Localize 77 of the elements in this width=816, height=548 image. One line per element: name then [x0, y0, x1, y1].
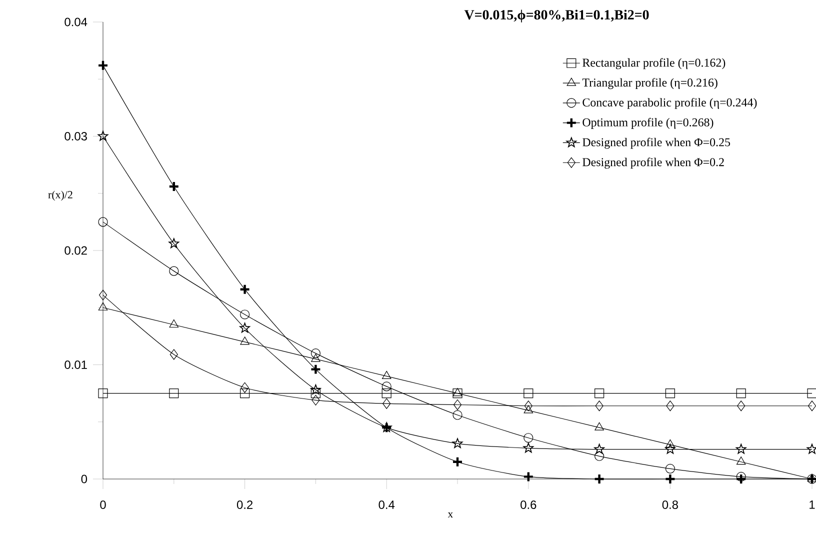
point	[312, 394, 320, 406]
point	[666, 439, 675, 448]
point	[665, 444, 676, 454]
point	[452, 438, 463, 448]
point	[98, 217, 108, 227]
point	[310, 384, 321, 394]
x-axis-title: x	[448, 512, 454, 518]
point	[452, 410, 462, 420]
point	[736, 456, 746, 465]
point	[169, 319, 179, 328]
point	[311, 354, 320, 362]
point	[736, 473, 747, 485]
legend-label: Optimum profile (η=0.268)	[582, 118, 714, 129]
point	[523, 442, 534, 453]
y-tick-label: 0	[81, 474, 88, 484]
legend-label: Rectangular profile (η=0.162)	[582, 58, 726, 70]
point	[382, 388, 392, 398]
legend-label: Designed profile when Φ=0.2	[582, 158, 724, 169]
x-tick-label: 1	[810, 500, 815, 509]
point	[595, 400, 604, 412]
point	[665, 464, 675, 474]
point	[310, 388, 320, 398]
y-tick-label: 0.03	[64, 132, 87, 140]
point	[594, 422, 604, 430]
point	[807, 474, 816, 482]
point	[594, 388, 604, 398]
point	[453, 399, 462, 410]
point	[169, 388, 179, 398]
point	[806, 444, 816, 454]
point	[169, 266, 179, 276]
point	[524, 388, 534, 398]
y-tick-label: 0.04	[64, 18, 88, 26]
point	[524, 400, 532, 412]
point	[382, 370, 392, 379]
point	[310, 364, 322, 375]
point	[736, 444, 746, 454]
point	[382, 398, 391, 409]
chart-title: V=0.015,ϕ=80%,Bi1=0.1,Bi2=0	[464, 10, 649, 22]
legend-label: Designed profile when Φ=0.25	[582, 138, 730, 149]
point	[168, 180, 180, 192]
point	[594, 444, 604, 454]
point	[382, 382, 392, 392]
point	[737, 400, 746, 412]
point	[310, 348, 320, 358]
point	[240, 322, 250, 333]
x-tick-label: 0.8	[662, 500, 678, 509]
point	[168, 238, 180, 248]
point	[98, 302, 108, 310]
point	[524, 433, 534, 443]
x-tick-label: 0.2	[236, 500, 253, 509]
point	[98, 290, 108, 300]
point	[808, 400, 816, 412]
y-axis-title: r(x)/2	[48, 190, 72, 201]
point	[664, 473, 676, 485]
point	[239, 284, 250, 295]
point	[665, 388, 675, 398]
legend-label: Concave parabolic profile (η=0.244)	[582, 98, 757, 109]
point	[240, 310, 250, 320]
point	[666, 400, 674, 412]
x-tick-label: 0.6	[520, 500, 536, 509]
y-tick-label: 0.02	[64, 246, 87, 255]
point	[522, 471, 534, 482]
x-tick-label: 0	[100, 500, 106, 509]
point	[736, 388, 746, 398]
legend-label: Triangular profile (η=0.216)	[582, 78, 718, 90]
point	[98, 130, 108, 141]
point	[240, 388, 250, 398]
point	[97, 60, 109, 71]
point	[594, 473, 605, 485]
point	[240, 382, 249, 393]
point	[170, 349, 178, 360]
x-tick-label: 0.4	[378, 500, 395, 509]
point	[452, 456, 464, 468]
point	[524, 405, 534, 414]
point	[240, 336, 250, 345]
point	[98, 388, 108, 398]
y-tick-label: 0.01	[64, 360, 87, 369]
